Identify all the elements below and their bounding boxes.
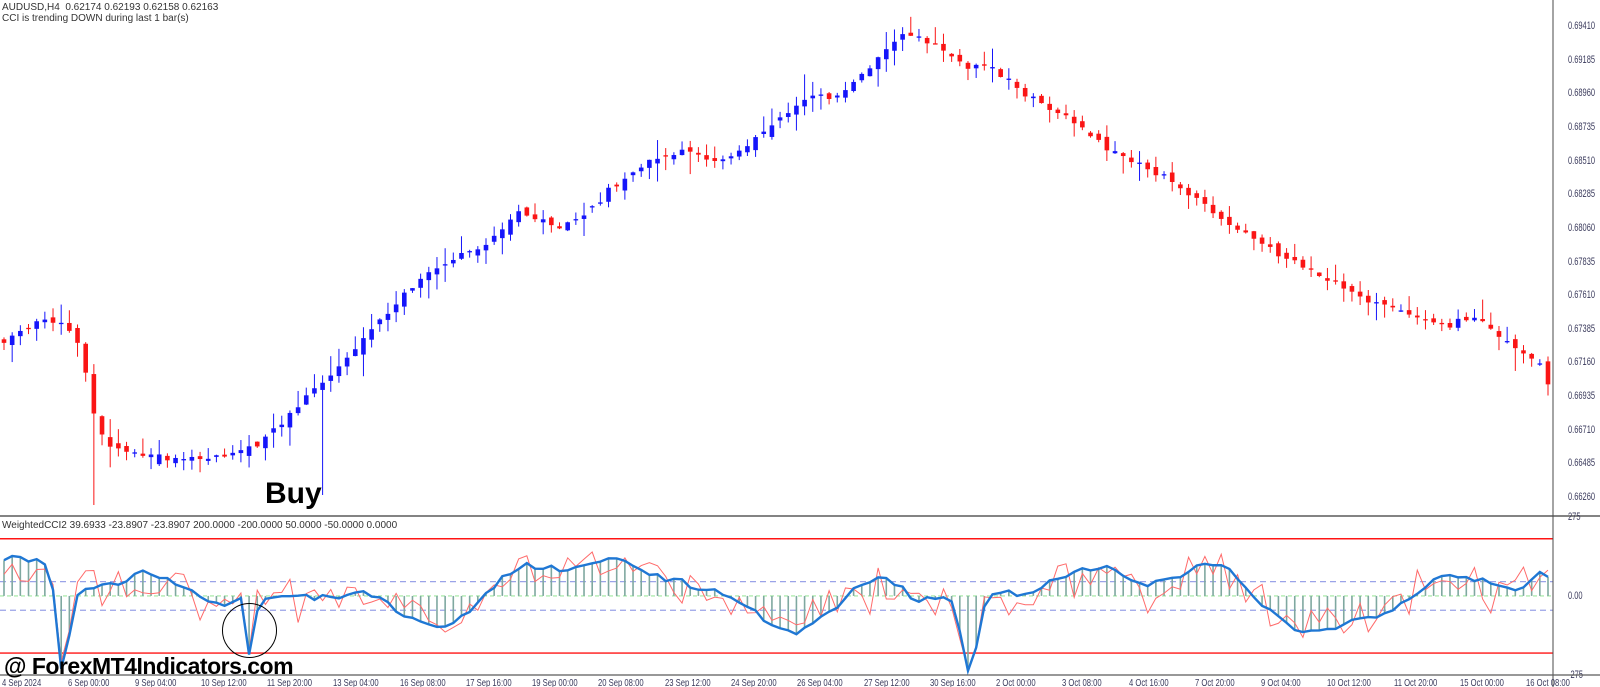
svg-text:Buy: Buy	[265, 477, 322, 510]
